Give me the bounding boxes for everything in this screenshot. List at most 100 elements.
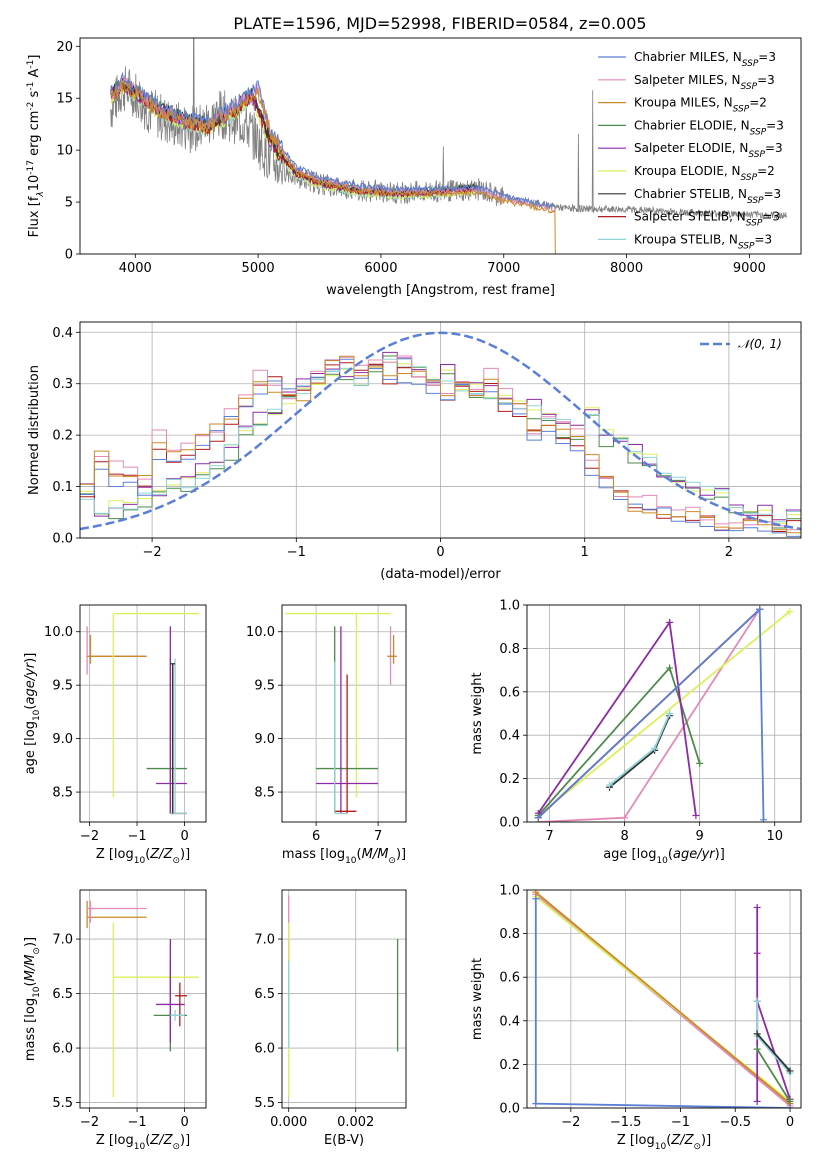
- weights-chabrier-miles-marker: [786, 1104, 794, 1108]
- x-tick-label: 0.002: [337, 1115, 374, 1130]
- weights-chabrier-miles-marker: [534, 814, 542, 822]
- y-tick-label: 8.5: [254, 786, 275, 801]
- weights-chabrier-miles-marker: [756, 605, 764, 613]
- axes-mass_vs_ebv: 0.000 0.002 5.5 6.0 6.5 7.0 E(B-V): [254, 889, 407, 1148]
- weights-kroupa-miles: [535, 891, 791, 1105]
- axes-mass_vs_z: −2 −1 0 5.5 6.0 6.5 7.0 Z [log10(Z/Z⊙)] mass [lo…: [23, 889, 207, 1152]
- y-axis-label: mass weight: [470, 958, 485, 1040]
- y-tick-label: 1.0: [499, 599, 520, 614]
- x-tick-label: 6000: [364, 261, 397, 276]
- y-axis-label: mass [log10(M/M⊙)]: [23, 937, 42, 1061]
- y-tick-label: 7.0: [52, 933, 73, 948]
- weights-salpeter-elodie-marker: [692, 811, 700, 819]
- weights-chabrier-stelib: [756, 1033, 791, 1072]
- y-tick-label: 5: [65, 196, 73, 211]
- y-tick-label: 7.0: [254, 933, 275, 948]
- x-axis-label: age [log10(age/yr)]: [603, 847, 725, 866]
- axes-residuals: −2 −1 0 1 2 0.0 0.1 0.2 0.3 0.4 (data-model)/error…: [27, 321, 802, 582]
- axes-frame: [526, 889, 802, 1109]
- x-tick-label: −1: [671, 1115, 690, 1130]
- x-tick-label: 0: [180, 829, 188, 844]
- y-tick-label: 0: [65, 248, 73, 263]
- y-tick-label: 0.1: [52, 480, 73, 495]
- y-tick-label: 0.2: [52, 429, 73, 444]
- x-axis-label: mass [log10(M/M⊙)]: [282, 847, 406, 866]
- axes-age_vs_z: −2 −1 0 8.5 9.0 9.5 10.0 Z [log10(Z/Z⊙)] age [lo…: [23, 604, 207, 866]
- axes-frame: [526, 604, 802, 823]
- grid: [80, 605, 206, 822]
- y-tick-label: 5.5: [254, 1096, 275, 1111]
- x-tick-label: −2: [143, 545, 162, 560]
- y-tick-label: 0.4: [52, 326, 73, 341]
- weights-kroupa-miles-marker: [532, 890, 540, 896]
- y-tick-label: 15: [56, 92, 73, 107]
- legend-entry: Kroupa ELODIE, NSSP=2: [634, 164, 775, 183]
- model-spectrum-2: [110, 80, 556, 254]
- y-tick-label: 0.4: [499, 1014, 520, 1029]
- x-tick-label: −1: [127, 829, 146, 844]
- x-tick-label: 8: [620, 829, 628, 844]
- x-tick-label: 10: [766, 829, 783, 844]
- y-tick-label: 20: [56, 40, 73, 55]
- x-tick-label: −2: [80, 829, 99, 844]
- plot-area: [288, 895, 399, 1098]
- weights-kroupa-elodie: [537, 610, 791, 817]
- plot-area: [80, 331, 801, 537]
- y-axis-label: mass weight: [470, 672, 485, 754]
- y-tick-label: 0.4: [499, 729, 520, 744]
- plot-area: [110, 38, 787, 254]
- y-tick-label: 10: [56, 144, 73, 159]
- x-axis-label: (data-model)/error: [380, 567, 501, 582]
- x-tick-label: 1: [581, 545, 589, 560]
- x-tick-label: 9000: [733, 261, 766, 276]
- axes-frame: [79, 321, 802, 539]
- weights-kroupa-elodie-marker: [786, 608, 794, 616]
- weights-kroupa-stelib-marker: [651, 744, 659, 752]
- plot-area: [285, 612, 397, 815]
- plot-area: [86, 612, 199, 815]
- x-tick-label: 5000: [242, 261, 275, 276]
- y-tick-label: 0.0: [499, 816, 520, 831]
- weights-salpeter-elodie: [537, 619, 697, 816]
- x-axis-label: wavelength [Angstrom, rest frame]: [326, 283, 555, 298]
- axes-age_vs_mass: 6 7 8.5 9.0 9.5 10.0 mass [log10(M/M⊙)]: [246, 604, 407, 866]
- x-tick-label: 2: [725, 545, 733, 560]
- model-spectrum-7: [110, 77, 478, 198]
- y-tick-label: 0.0: [499, 1102, 520, 1117]
- x-tick-label: −0.5: [719, 1115, 751, 1130]
- y-tick-label: 6.0: [52, 1042, 73, 1057]
- y-tick-label: 9.0: [52, 732, 73, 747]
- weights-chabrier-elodie-marker: [786, 1097, 794, 1105]
- legend-entry: Chabrier ELODIE, NSSP=3: [634, 118, 784, 137]
- x-axis-label: Z [log10(Z/Z⊙)]: [617, 1133, 711, 1152]
- x-tick-label: 0: [180, 1115, 188, 1130]
- y-tick-label: 0.2: [499, 772, 520, 787]
- plot-layer: 4000 5000 6000 7000 8000 900005101520waveleng…: [23, 37, 802, 1152]
- weights-chabrier-stelib-marker: [786, 1067, 794, 1075]
- y-tick-label: 9.5: [52, 679, 73, 694]
- x-tick-label: 6: [312, 829, 320, 844]
- y-tick-label: 0.3: [52, 377, 73, 392]
- weights-kroupa-stelib-marker: [753, 997, 761, 1005]
- y-tick-label: 1.0: [499, 884, 520, 899]
- grid: [80, 322, 801, 539]
- legend-entry: Chabrier STELIB, NSSP=3: [634, 187, 781, 206]
- weights-kroupa-stelib: [756, 1001, 791, 1074]
- y-tick-label: 0.6: [499, 685, 520, 700]
- grid: [282, 890, 406, 1108]
- weights-salpeter-elodie-marker: [753, 903, 761, 911]
- axes-weight_vs_age: 7 8 9 10 0.0 0.2 0.4 0.6 0.8 1.0 age [log10(age/yr…: [470, 599, 802, 866]
- model-spectrum-8: [110, 81, 478, 201]
- y-axis-label: age [log10(age/yr)]: [23, 653, 42, 775]
- axes-frame: [281, 889, 407, 1109]
- axes-spectrum: 4000 5000 6000 7000 8000 9000 0 5 10 15 20 waveleng…: [26, 37, 802, 298]
- x-tick-label: 4000: [119, 261, 152, 276]
- y-tick-label: 5.5: [52, 1096, 73, 1111]
- weights-chabrier-elodie-marker: [753, 1045, 761, 1053]
- weights-salpeter-miles-marker: [621, 814, 629, 822]
- axes-frame: [79, 37, 802, 255]
- plot-area: [534, 605, 794, 822]
- weights-chabrier-miles-marker: [532, 895, 540, 903]
- legend-entry: Salpeter MILES, NSSP=3: [634, 73, 775, 92]
- y-tick-label: 0.0: [52, 532, 73, 547]
